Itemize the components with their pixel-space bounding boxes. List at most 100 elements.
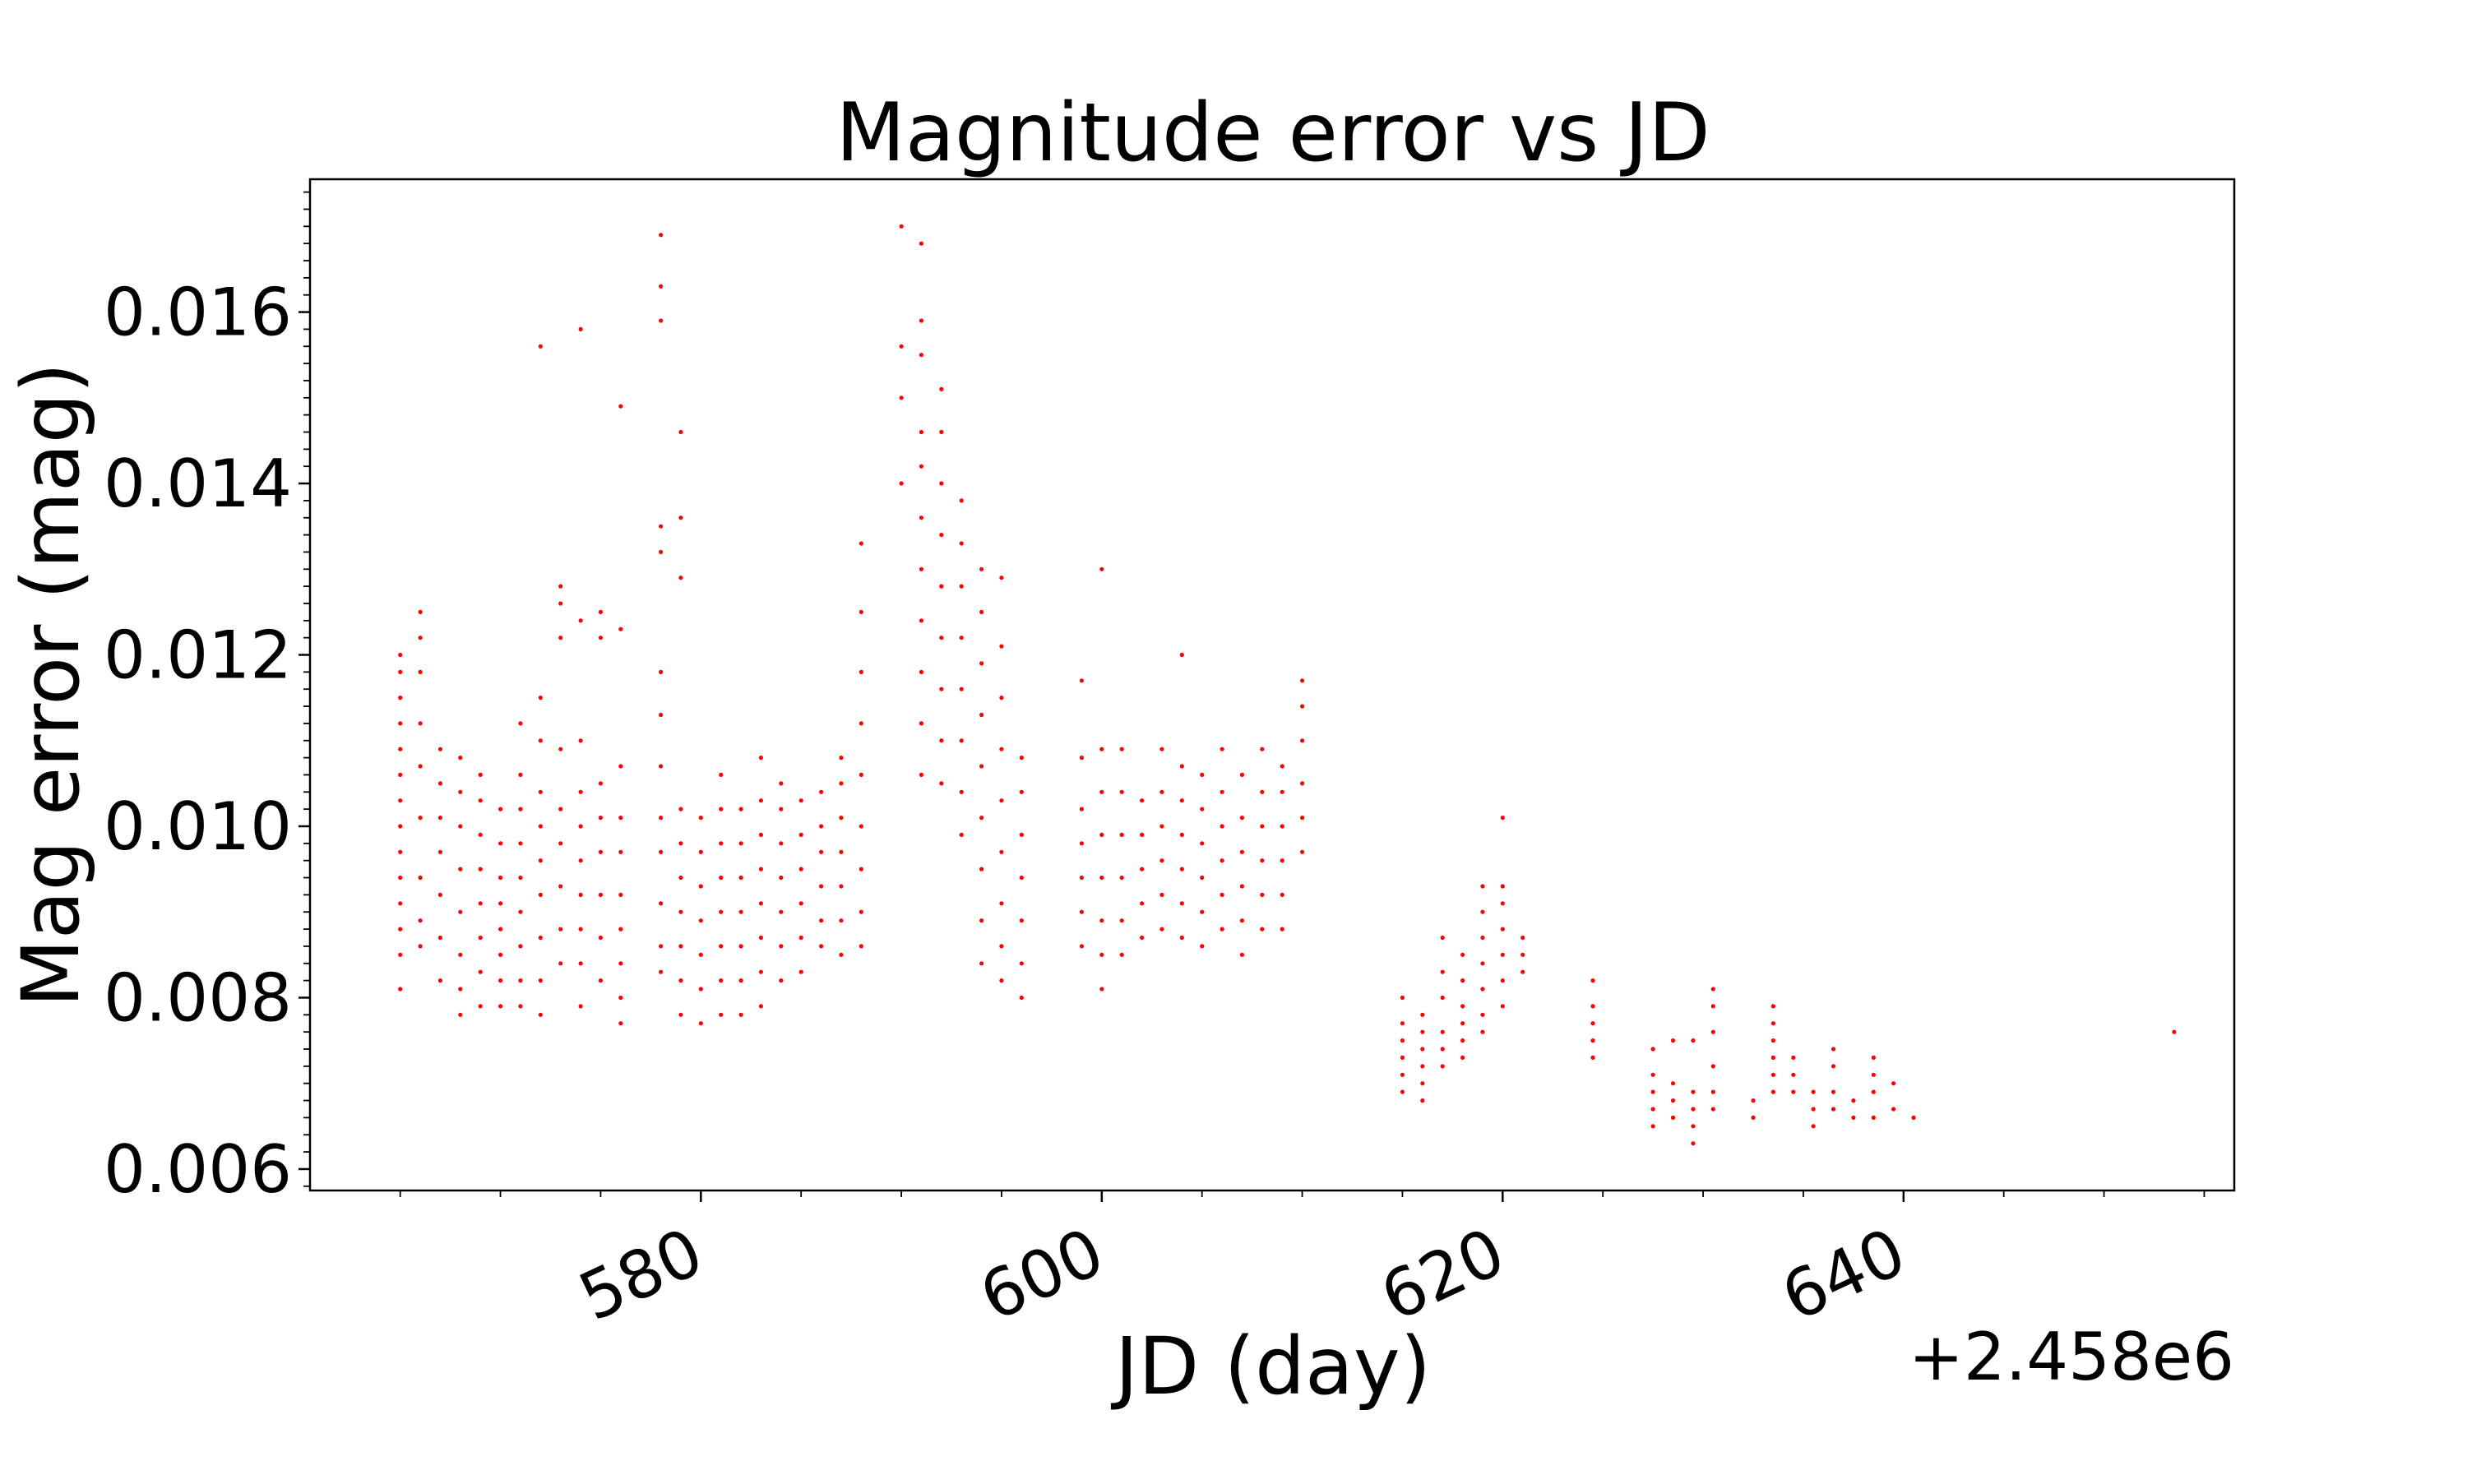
data-point: [1099, 832, 1104, 838]
data-point: [598, 892, 604, 897]
data-point: [1751, 1098, 1756, 1103]
data-point: [1500, 927, 1505, 932]
data-point: [1440, 1047, 1445, 1052]
data-point: [558, 747, 563, 751]
data-point: [1119, 952, 1124, 957]
x-tick-label: 620: [1370, 1214, 1516, 1336]
data-point: [919, 772, 923, 778]
data-point: [478, 969, 483, 974]
data-point: [1500, 1004, 1505, 1009]
data-point: [798, 969, 803, 974]
data-point: [578, 618, 583, 623]
data-point: [437, 781, 443, 786]
data-point: [859, 824, 863, 829]
data-point: [919, 669, 923, 675]
data-point: [1280, 764, 1284, 769]
data-point: [1220, 824, 1224, 829]
data-point: [418, 721, 423, 726]
data-point: [1650, 1047, 1655, 1052]
data-point: [1460, 1004, 1465, 1009]
data-point: [758, 1004, 764, 1009]
data-point: [659, 969, 664, 974]
data-point: [598, 978, 604, 983]
data-point: [1179, 798, 1184, 803]
data-point: [538, 696, 543, 700]
data-point: [478, 798, 483, 803]
data-point: [1710, 1089, 1715, 1094]
data-point: [859, 669, 863, 675]
data-point: [618, 764, 623, 769]
data-point: [1670, 1038, 1676, 1043]
data-point: [999, 798, 1004, 803]
data-point: [1751, 1115, 1756, 1120]
data-point: [758, 935, 764, 941]
data-point: [1260, 858, 1265, 863]
data-point: [719, 841, 724, 846]
data-point: [418, 669, 423, 675]
data-point: [959, 832, 964, 838]
data-point: [498, 952, 503, 957]
data-point: [2172, 1029, 2177, 1034]
data-point: [1420, 1098, 1425, 1103]
data-point: [959, 541, 964, 546]
data-point: [819, 884, 824, 889]
data-point: [1791, 1089, 1796, 1094]
data-point: [1420, 1012, 1425, 1017]
data-point: [1420, 1047, 1425, 1052]
data-point: [959, 687, 964, 691]
data-point: [1770, 1021, 1775, 1026]
data-point: [659, 284, 664, 289]
data-point: [1300, 816, 1305, 821]
data-point: [719, 1012, 724, 1017]
data-point: [578, 789, 583, 794]
data-point: [1460, 952, 1465, 957]
data-point: [1480, 909, 1485, 914]
data-point: [1140, 901, 1145, 906]
data-point: [478, 772, 483, 778]
data-point: [859, 867, 863, 871]
data-point: [1119, 875, 1124, 881]
data-point: [1520, 952, 1525, 957]
data-point: [738, 978, 743, 983]
data-point: [1400, 1038, 1405, 1043]
data-point: [578, 824, 583, 829]
data-point: [518, 807, 523, 811]
data-point: [659, 233, 664, 238]
data-point: [498, 875, 503, 881]
data-point: [478, 1004, 483, 1009]
data-point: [458, 867, 463, 871]
data-point: [859, 772, 863, 778]
data-point: [1650, 1107, 1655, 1112]
data-point: [498, 978, 503, 983]
data-point: [458, 824, 463, 829]
data-point: [1119, 789, 1124, 794]
data-point: [578, 1004, 583, 1009]
data-point: [1440, 995, 1445, 1001]
data-point: [1260, 747, 1265, 751]
data-point: [738, 807, 743, 811]
data-point: [1159, 824, 1164, 829]
data-point: [1019, 995, 1024, 1001]
data-point: [1770, 1055, 1775, 1060]
data-point: [618, 927, 623, 932]
data-point: [1140, 867, 1145, 871]
data-point: [678, 429, 683, 435]
data-point: [999, 747, 1004, 751]
data-point: [1140, 935, 1145, 941]
data-point: [698, 849, 703, 854]
data-point: [1159, 927, 1164, 932]
y-tick-label: 0.008: [104, 959, 292, 1036]
data-point: [1300, 781, 1305, 786]
data-point: [598, 849, 604, 854]
data-point: [1239, 849, 1244, 854]
data-point: [1460, 1055, 1465, 1060]
data-point: [1520, 969, 1525, 974]
data-point: [979, 566, 984, 571]
data-point: [939, 386, 944, 391]
data-point: [1119, 747, 1124, 751]
data-point: [979, 764, 984, 769]
data-point: [979, 661, 984, 666]
data-point: [1500, 884, 1505, 889]
data-point: [558, 636, 563, 640]
data-point: [558, 841, 563, 846]
